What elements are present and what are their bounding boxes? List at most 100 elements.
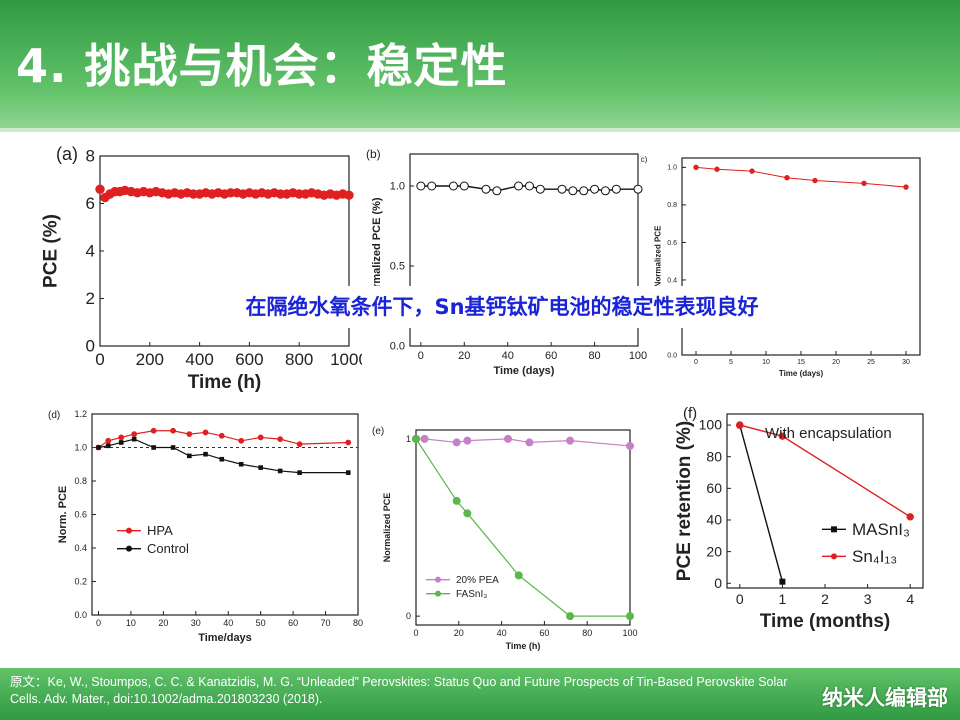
data-point bbox=[514, 181, 524, 191]
footer-bar bbox=[0, 668, 960, 720]
annotation-text: With encapsulation bbox=[765, 425, 892, 442]
x-axis-label: Time (days) bbox=[779, 369, 824, 378]
data-point bbox=[903, 184, 909, 190]
data-point bbox=[105, 437, 112, 444]
data-point bbox=[590, 184, 600, 194]
data-point bbox=[535, 184, 545, 194]
series-line bbox=[416, 438, 631, 447]
data-point bbox=[427, 181, 437, 191]
data-point bbox=[150, 427, 157, 434]
y-tick-label: 0.0 bbox=[390, 341, 405, 353]
data-point bbox=[633, 184, 643, 194]
data-point bbox=[492, 186, 502, 196]
legend-label: Sn₄I₁₃ bbox=[852, 547, 897, 566]
x-tick-label: 0 bbox=[736, 591, 744, 607]
plot-frame bbox=[91, 413, 359, 616]
y-tick-label: 0.8 bbox=[74, 476, 87, 486]
x-tick-label: 15 bbox=[797, 359, 805, 366]
data-point bbox=[170, 445, 176, 450]
y-tick-label: 8 bbox=[86, 147, 95, 166]
y-tick-label: 60 bbox=[706, 480, 722, 496]
data-point bbox=[463, 436, 472, 445]
y-tick-label: 4 bbox=[86, 242, 95, 261]
data-point bbox=[118, 440, 124, 445]
x-tick-label: 0 bbox=[95, 350, 104, 369]
y-tick-label: 1.2 bbox=[74, 409, 87, 419]
data-point bbox=[186, 431, 193, 437]
data-point bbox=[297, 470, 302, 475]
x-tick-label: 20 bbox=[832, 359, 840, 366]
data-point bbox=[345, 470, 351, 475]
y-axis-label: Normalized PCE bbox=[382, 493, 392, 563]
panel-d: (d) 0 10 20 30 40 50 60 70 80 0.0 0.2 0.4 0.6 0.8 1.0 1.… bbox=[48, 409, 363, 644]
x-tick-label: 5 bbox=[729, 359, 733, 366]
y-tick-label: 0.6 bbox=[74, 510, 87, 520]
data-point bbox=[202, 429, 209, 436]
y-axis-label: PCE (%) bbox=[41, 214, 62, 288]
data-point bbox=[481, 184, 491, 194]
data-point bbox=[170, 427, 176, 434]
x-tick-label: 30 bbox=[191, 618, 201, 628]
data-point bbox=[105, 443, 111, 449]
x-tick-label: 0 bbox=[694, 359, 698, 366]
x-tick-label: 200 bbox=[136, 350, 164, 369]
data-point bbox=[579, 186, 589, 196]
data-point bbox=[861, 180, 867, 187]
y-axis-label: PCE retention (%) bbox=[674, 421, 695, 581]
data-point bbox=[131, 436, 137, 442]
data-point bbox=[203, 451, 208, 457]
plot-frame bbox=[415, 429, 631, 626]
data-point bbox=[611, 184, 621, 194]
y-tick-label: 1.0 bbox=[667, 165, 677, 172]
series-line bbox=[695, 166, 907, 188]
data-point bbox=[557, 184, 567, 194]
panel-b: (b) 0 20 40 60 80 100 0.0 0.5 1.0 Time (days) Norma… bbox=[366, 147, 647, 377]
y-tick-label: 2 bbox=[86, 289, 95, 308]
y-tick-label: 1.0 bbox=[74, 443, 87, 453]
data-point bbox=[296, 441, 303, 448]
x-axis-label: Time (days) bbox=[494, 365, 555, 377]
y-tick-label: 0.5 bbox=[390, 261, 405, 273]
x-tick-label: 80 bbox=[353, 618, 363, 628]
legend-label: 20% PEA bbox=[456, 575, 499, 586]
x-tick-label: 10 bbox=[126, 618, 136, 628]
x-tick-label: 20 bbox=[158, 618, 168, 628]
data-point bbox=[277, 436, 284, 443]
data-point bbox=[906, 513, 914, 521]
panel-label: (b) bbox=[366, 147, 381, 161]
data-point bbox=[277, 468, 283, 474]
x-tick-label: 20 bbox=[458, 350, 470, 362]
x-tick-label: 60 bbox=[288, 618, 298, 628]
y-tick-label: 0.4 bbox=[667, 277, 677, 284]
y-tick-label: 0.6 bbox=[667, 240, 677, 247]
x-tick-label: 2 bbox=[821, 591, 829, 607]
data-point bbox=[626, 441, 634, 450]
legend-label: MASnI₃ bbox=[852, 520, 910, 539]
data-point bbox=[600, 186, 610, 196]
data-point bbox=[131, 431, 138, 437]
x-tick-label: 80 bbox=[588, 350, 600, 362]
legend-label: HPA bbox=[147, 523, 173, 538]
data-point bbox=[524, 181, 534, 191]
data-point bbox=[258, 465, 263, 470]
data-point bbox=[784, 175, 790, 181]
data-point bbox=[452, 496, 461, 505]
citation-text: 原文：Ke, W., Stoumpos, C. C. & Kanatzidis,… bbox=[10, 675, 788, 706]
data-point bbox=[118, 434, 125, 441]
data-point bbox=[778, 432, 787, 440]
data-point bbox=[568, 186, 578, 196]
series-line bbox=[420, 185, 638, 192]
legend-marker bbox=[831, 526, 837, 533]
data-point bbox=[693, 164, 699, 171]
y-tick-label: 1 bbox=[406, 434, 411, 444]
data-point bbox=[219, 456, 225, 462]
legend-marker bbox=[126, 527, 132, 534]
x-tick-label: 0 bbox=[418, 350, 424, 362]
page-title: 4. 挑战与机会：稳定性 bbox=[16, 39, 508, 93]
x-tick-label: 60 bbox=[539, 628, 549, 638]
data-point bbox=[736, 421, 744, 429]
legend-marker bbox=[435, 590, 441, 597]
x-axis-label: Time (h) bbox=[506, 641, 541, 651]
